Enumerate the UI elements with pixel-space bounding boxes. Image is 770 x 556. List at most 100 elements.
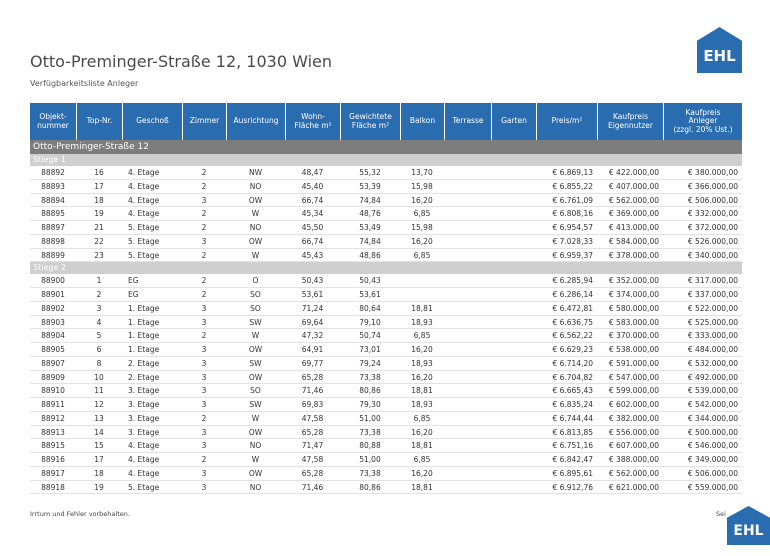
table-cell: 3 (182, 426, 226, 440)
column-header: Garten (491, 103, 536, 140)
table-cell: 71,24 (285, 302, 340, 316)
table-cell: € 337.000,00 (663, 288, 742, 302)
page-number: Sei (716, 510, 726, 518)
table-cell: € 6.714,20 (536, 357, 597, 371)
table-cell: € 6.835,24 (536, 398, 597, 412)
table-cell: 15 (76, 439, 122, 453)
table-cell: 88911 (30, 398, 76, 412)
logo: EHL (697, 27, 742, 73)
table-cell: € 484.000,00 (663, 343, 742, 357)
table-cell: 2 (182, 180, 226, 194)
table-cell: € 599.000,00 (597, 384, 663, 398)
table-cell: 3 (182, 467, 226, 481)
table-cell: € 6.813,85 (536, 426, 597, 440)
table-cell: 6,85 (400, 249, 444, 263)
table-cell: NW (226, 166, 285, 180)
table-cell: 88910 (30, 384, 76, 398)
group-row: Otto-Preminger-Straße 12 (30, 140, 742, 154)
table-cell: € 583.000,00 (597, 316, 663, 330)
table-cell: 74,84 (340, 235, 400, 249)
table-cell: 64,91 (285, 343, 340, 357)
table-cell: 3 (182, 398, 226, 412)
table-cell: 73,38 (340, 426, 400, 440)
table-cell: 3. Etage (122, 412, 182, 426)
table-cell: 2 (182, 166, 226, 180)
table-cell: € 547.000,00 (597, 371, 663, 385)
table-cell: W (226, 412, 285, 426)
table-cell: W (226, 207, 285, 221)
table-cell: 6,85 (400, 453, 444, 467)
table-cell: € 584.000,00 (597, 235, 663, 249)
table-cell: 3 (182, 481, 226, 495)
table-cell: 15,98 (400, 180, 444, 194)
table-cell: 18,81 (400, 384, 444, 398)
table-cell: OW (226, 371, 285, 385)
table-cell: 69,83 (285, 398, 340, 412)
table-cell: 69,77 (285, 357, 340, 371)
table-cell: 4. Etage (122, 467, 182, 481)
table-cell: 73,01 (340, 343, 400, 357)
table-cell: OW (226, 235, 285, 249)
table-cell: 3 (182, 194, 226, 208)
table-cell: SW (226, 398, 285, 412)
table-cell: 3 (182, 343, 226, 357)
table-cell: 5. Etage (122, 481, 182, 495)
table-cell: € 6.808,16 (536, 207, 597, 221)
table-cell: 15,98 (400, 221, 444, 235)
table-cell: 4. Etage (122, 207, 182, 221)
table-cell: 2 (76, 288, 122, 302)
table-cell: 53,39 (340, 180, 400, 194)
table-cell: 80,86 (340, 481, 400, 495)
table-cell: NO (226, 221, 285, 235)
column-header: Gewichtete Fläche m² (340, 103, 400, 140)
table-cell: 53,49 (340, 221, 400, 235)
column-header: Top-Nr. (76, 103, 122, 140)
table-cell: € 6.562,22 (536, 329, 597, 343)
table-cell: 13,70 (400, 166, 444, 180)
table-cell: 2. Etage (122, 357, 182, 371)
table-cell: 47,32 (285, 329, 340, 343)
table-cell: € 340.000,00 (663, 249, 742, 263)
table-cell: 23 (76, 249, 122, 263)
table-cell: 1 (76, 274, 122, 288)
table-cell: 71,46 (285, 481, 340, 495)
table-cell: € 556.000,00 (597, 426, 663, 440)
table-cell: 48,86 (340, 249, 400, 263)
table-cell: 3 (182, 384, 226, 398)
table-cell: € 6.751,16 (536, 439, 597, 453)
table-cell: 16 (76, 166, 122, 180)
table-cell: € 559.000,00 (663, 481, 742, 495)
table-cell: € 6.665,43 (536, 384, 597, 398)
table-cell: 2. Etage (122, 371, 182, 385)
table-cell: 17 (76, 453, 122, 467)
table-cell: € 6.704,82 (536, 371, 597, 385)
table-cell: 3 (182, 235, 226, 249)
table-cell: 65,28 (285, 426, 340, 440)
table-cell: 88909 (30, 371, 76, 385)
table-cell: EG (122, 288, 182, 302)
table-cell: € 525.000,00 (663, 316, 742, 330)
table-cell: 47,58 (285, 453, 340, 467)
table-cell: 88895 (30, 207, 76, 221)
table-cell: 16,20 (400, 371, 444, 385)
table-cell: 88902 (30, 302, 76, 316)
table-cell: NO (226, 439, 285, 453)
table-cell: € 539.000,00 (663, 384, 742, 398)
subtitle: Verfügbarkeitsliste Anleger (30, 79, 138, 88)
table-cell: 5 (76, 329, 122, 343)
table-cell: € 562.000,00 (597, 194, 663, 208)
table-cell: 1. Etage (122, 329, 182, 343)
table-cell: 6,85 (400, 207, 444, 221)
table-cell: 3 (182, 371, 226, 385)
table-cell: 3. Etage (122, 398, 182, 412)
table-cell: 13 (76, 412, 122, 426)
table-cell: 16,20 (400, 343, 444, 357)
table-cell: 2 (182, 221, 226, 235)
table-cell: 4. Etage (122, 439, 182, 453)
table-cell: 1. Etage (122, 316, 182, 330)
table-cell: 4. Etage (122, 166, 182, 180)
table-cell: 53,61 (340, 288, 400, 302)
table-cell: 22 (76, 235, 122, 249)
table-cell: 71,46 (285, 384, 340, 398)
column-header: Kaufpreis Anleger (zzgl. 20% Ust.) (663, 103, 742, 140)
